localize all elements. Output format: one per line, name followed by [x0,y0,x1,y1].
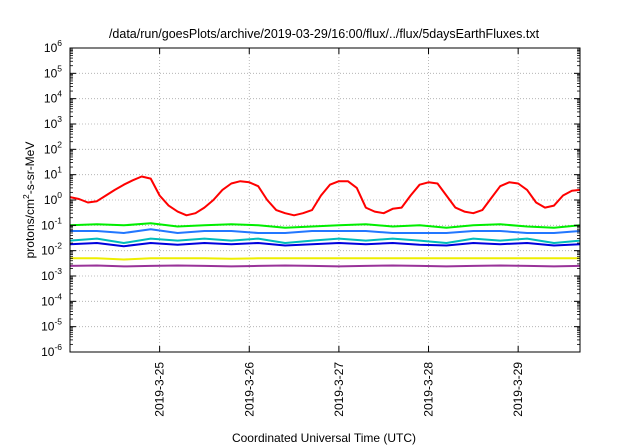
chart-title: /data/run/goesPlots/archive/2019-03-29/1… [109,27,540,41]
y-tick-label: 10-1 [41,215,62,232]
y-tick-label: 105 [44,63,62,80]
y-tick-label: 103 [44,114,62,131]
y-tick-label: 10-5 [41,317,62,334]
y-tick-label: 102 [44,139,62,156]
x-axis-ticks: 2019-3-25 2019-3-26 2019-3-27 2019-3-28 2019… [153,48,525,417]
y-tick-label: 101 [44,165,62,182]
y-tick-label: 104 [44,89,62,106]
y-tick-label: 106 [44,38,62,55]
series-line-6 [70,257,580,261]
x-tick-label: 2019-3-28 [422,362,436,417]
grid-lines [70,48,580,352]
series-line-5 [69,242,581,248]
y-tick-label: 10-6 [41,342,62,359]
y-tick-label: 10-4 [41,291,62,308]
series-line-2 [69,222,581,229]
series-line-4 [69,237,581,244]
y-tick-label: 10-3 [41,266,62,283]
x-tick-label: 2019-3-29 [511,362,525,417]
x-axis-label: Coordinated Universal Time (UTC) [232,431,416,445]
y-tick-label: 100 [44,190,62,207]
x-tick-label: 2019-3-26 [242,362,256,417]
series-line-3 [70,228,581,234]
y-axis-label: protons/cm2-s-sr-MeV [21,142,37,259]
series-group [69,175,581,268]
x-tick-label: 2019-3-27 [332,362,346,417]
x-tick-label: 2019-3-25 [153,362,167,417]
y-tick-label: 10-2 [41,241,62,258]
series-line-7 [69,264,581,268]
series-line-1 [69,175,581,217]
y-axis-ticks: 10-6 10-5 10-4 10-3 10-2 10-1 100 101 102 103 104 1… [41,38,580,359]
